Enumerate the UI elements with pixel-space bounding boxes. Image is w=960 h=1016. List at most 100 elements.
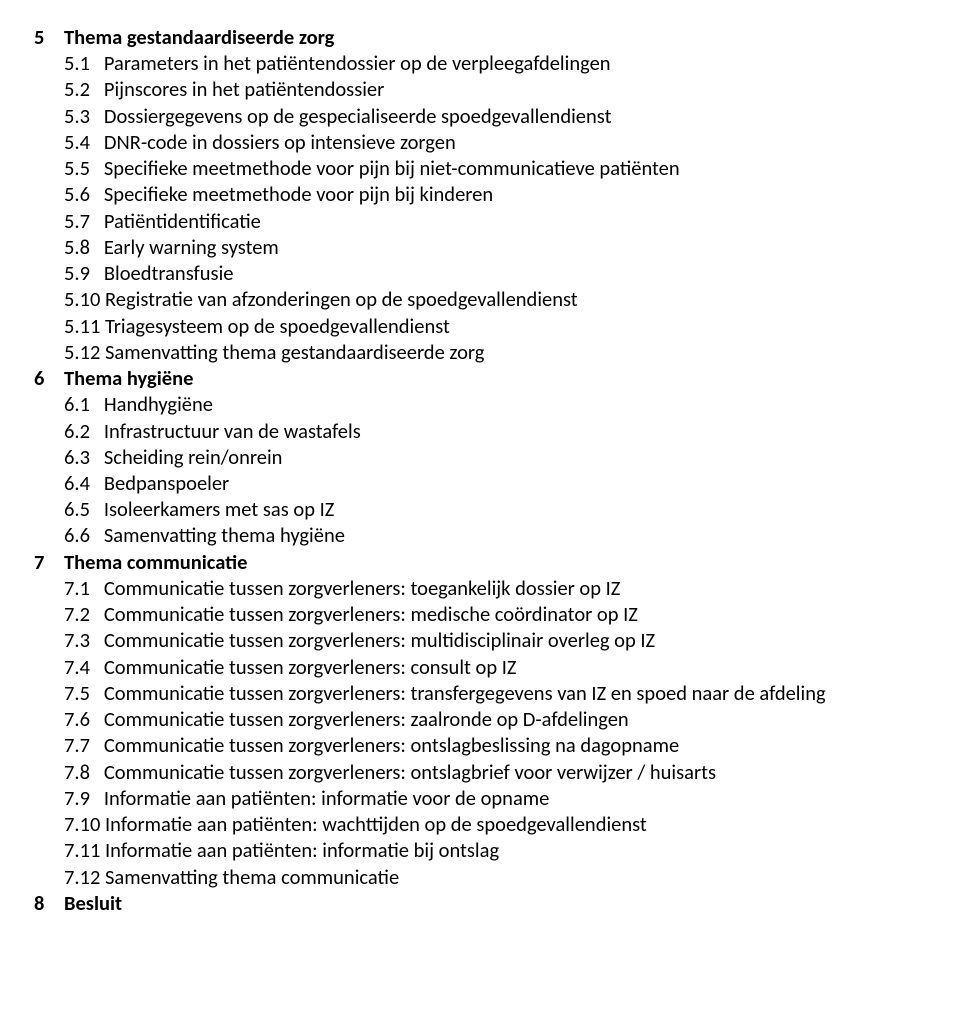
subsection-number: 7.4	[64, 654, 90, 680]
subsection-row: 6.6 Samenvatting thema hygiëne	[34, 522, 926, 548]
separator	[90, 470, 104, 496]
subsection-content: 5.4 DNR-code in dossiers op intensieve z…	[64, 129, 926, 155]
subsection-text: Bedpanspoeler	[104, 470, 229, 496]
subsection-row: 7.12 Samenvatting thema communicatie	[34, 864, 926, 890]
subsection-number: 5.12	[64, 339, 100, 365]
subsection-row: 7.9 Informatie aan patiënten: informatie…	[34, 785, 926, 811]
section-number: 5	[34, 24, 64, 50]
subsection-content: 5.11 Triagesysteem op de spoedgevallendi…	[64, 313, 926, 339]
document-outline: 5Thema gestandaardiseerde zorg5.1 Parame…	[34, 24, 926, 916]
separator	[90, 522, 104, 548]
subsection-text: Specifieke meetmethode voor pijn bij kin…	[104, 181, 493, 207]
subsection-row: 7.6 Communicatie tussen zorgverleners: z…	[34, 706, 926, 732]
subsection-row: 6.5 Isoleerkamers met sas op IZ	[34, 496, 926, 522]
subsection-text: Communicatie tussen zorgverleners: medis…	[104, 601, 638, 627]
subsection-content: 7.11 Informatie aan patiënten: informati…	[64, 837, 926, 863]
separator	[90, 50, 104, 76]
section-title: Thema hygiëne	[64, 365, 926, 391]
subsection-row: 5.7 Patiëntidentificatie	[34, 208, 926, 234]
subsection-text: Samenvatting thema communicatie	[105, 864, 399, 890]
section-number: 7	[34, 549, 64, 575]
subsection-number: 7.2	[64, 601, 90, 627]
subsection-content: 5.7 Patiëntidentificatie	[64, 208, 926, 234]
subsection-content: 6.3 Scheiding rein/onrein	[64, 444, 926, 470]
separator	[90, 155, 104, 181]
subsection-row: 5.12 Samenvatting thema gestandaardiseer…	[34, 339, 926, 365]
subsection-number: 5.7	[64, 208, 90, 234]
subsection-row: 7.4 Communicatie tussen zorgverleners: c…	[34, 654, 926, 680]
subsection-row: 6.4 Bedpanspoeler	[34, 470, 926, 496]
subsection-text: Parameters in het patiëntendossier op de…	[104, 50, 611, 76]
subsection-row: 7.11 Informatie aan patiënten: informati…	[34, 837, 926, 863]
subsection-content: 6.2 Infrastructuur van de wastafels	[64, 418, 926, 444]
section-number: 8	[34, 890, 64, 916]
subsection-row: 7.7 Communicatie tussen zorgverleners: o…	[34, 732, 926, 758]
subsection-text: Informatie aan patiënten: wachttijden op…	[105, 811, 647, 837]
separator	[90, 418, 104, 444]
subsection-content: 6.4 Bedpanspoeler	[64, 470, 926, 496]
section-title: Thema gestandaardiseerde zorg	[64, 24, 926, 50]
subsection-row: 5.8 Early warning system	[34, 234, 926, 260]
section-row: 5Thema gestandaardiseerde zorg	[34, 24, 926, 50]
subsection-text: Handhygiëne	[104, 391, 213, 417]
subsection-content: 7.8 Communicatie tussen zorgverleners: o…	[64, 759, 926, 785]
separator	[90, 103, 104, 129]
subsection-row: 7.3 Communicatie tussen zorgverleners: m…	[34, 627, 926, 653]
subsection-number: 5.2	[64, 76, 90, 102]
separator	[90, 575, 104, 601]
separator	[90, 181, 104, 207]
subsection-row: 5.9 Bloedtransfusie	[34, 260, 926, 286]
subsection-content: 7.6 Communicatie tussen zorgverleners: z…	[64, 706, 926, 732]
subsection-content: 5.6 Specifieke meetmethode voor pijn bij…	[64, 181, 926, 207]
subsection-row: 5.6 Specifieke meetmethode voor pijn bij…	[34, 181, 926, 207]
subsection-number: 5.10	[64, 286, 100, 312]
subsection-number: 7.9	[64, 785, 90, 811]
subsection-number: 5.5	[64, 155, 90, 181]
separator	[90, 706, 104, 732]
separator	[90, 496, 104, 522]
subsection-number: 6.1	[64, 391, 90, 417]
separator	[90, 444, 104, 470]
subsection-number: 5.3	[64, 103, 90, 129]
subsection-content: 7.2 Communicatie tussen zorgverleners: m…	[64, 601, 926, 627]
subsection-number: 6.5	[64, 496, 90, 522]
section-row: 8Besluit	[34, 890, 926, 916]
subsection-row: 5.4 DNR-code in dossiers op intensieve z…	[34, 129, 926, 155]
separator	[90, 785, 104, 811]
subsection-number: 6.3	[64, 444, 90, 470]
subsection-text: Communicatie tussen zorgverleners: trans…	[104, 680, 826, 706]
subsection-text: Communicatie tussen zorgverleners: multi…	[104, 627, 655, 653]
subsection-row: 5.10 Registratie van afzonderingen op de…	[34, 286, 926, 312]
subsection-row: 7.8 Communicatie tussen zorgverleners: o…	[34, 759, 926, 785]
subsection-content: 6.6 Samenvatting thema hygiëne	[64, 522, 926, 548]
separator	[90, 759, 104, 785]
subsection-text: Scheiding rein/onrein	[104, 444, 283, 470]
subsection-number: 7.3	[64, 627, 90, 653]
separator	[90, 732, 104, 758]
separator	[90, 680, 104, 706]
subsection-content: 5.1 Parameters in het patiëntendossier o…	[64, 50, 926, 76]
subsection-number: 7.8	[64, 759, 90, 785]
separator	[90, 391, 104, 417]
subsection-text: Samenvatting thema gestandaardiseerde zo…	[105, 339, 484, 365]
subsection-number: 6.2	[64, 418, 90, 444]
subsection-number: 5.1	[64, 50, 90, 76]
subsection-content: 5.2 Pijnscores in het patiëntendossier	[64, 76, 926, 102]
subsection-content: 7.12 Samenvatting thema communicatie	[64, 864, 926, 890]
subsection-number: 6.6	[64, 522, 90, 548]
subsection-number: 7.7	[64, 732, 90, 758]
subsection-text: Communicatie tussen zorgverleners: zaalr…	[104, 706, 629, 732]
subsection-number: 7.6	[64, 706, 90, 732]
subsection-text: DNR-code in dossiers op intensieve zorge…	[104, 129, 456, 155]
subsection-content: 5.10 Registratie van afzonderingen op de…	[64, 286, 926, 312]
subsection-text: Communicatie tussen zorgverleners: ontsl…	[104, 732, 679, 758]
separator	[90, 76, 104, 102]
subsection-content: 6.1 Handhygiëne	[64, 391, 926, 417]
subsection-row: 6.2 Infrastructuur van de wastafels	[34, 418, 926, 444]
section-title: Thema communicatie	[64, 549, 926, 575]
subsection-text: Patiëntidentificatie	[104, 208, 261, 234]
subsection-content: 7.1 Communicatie tussen zorgverleners: t…	[64, 575, 926, 601]
subsection-number: 7.10	[64, 811, 100, 837]
subsection-row: 5.5 Specifieke meetmethode voor pijn bij…	[34, 155, 926, 181]
subsection-number: 5.8	[64, 234, 90, 260]
